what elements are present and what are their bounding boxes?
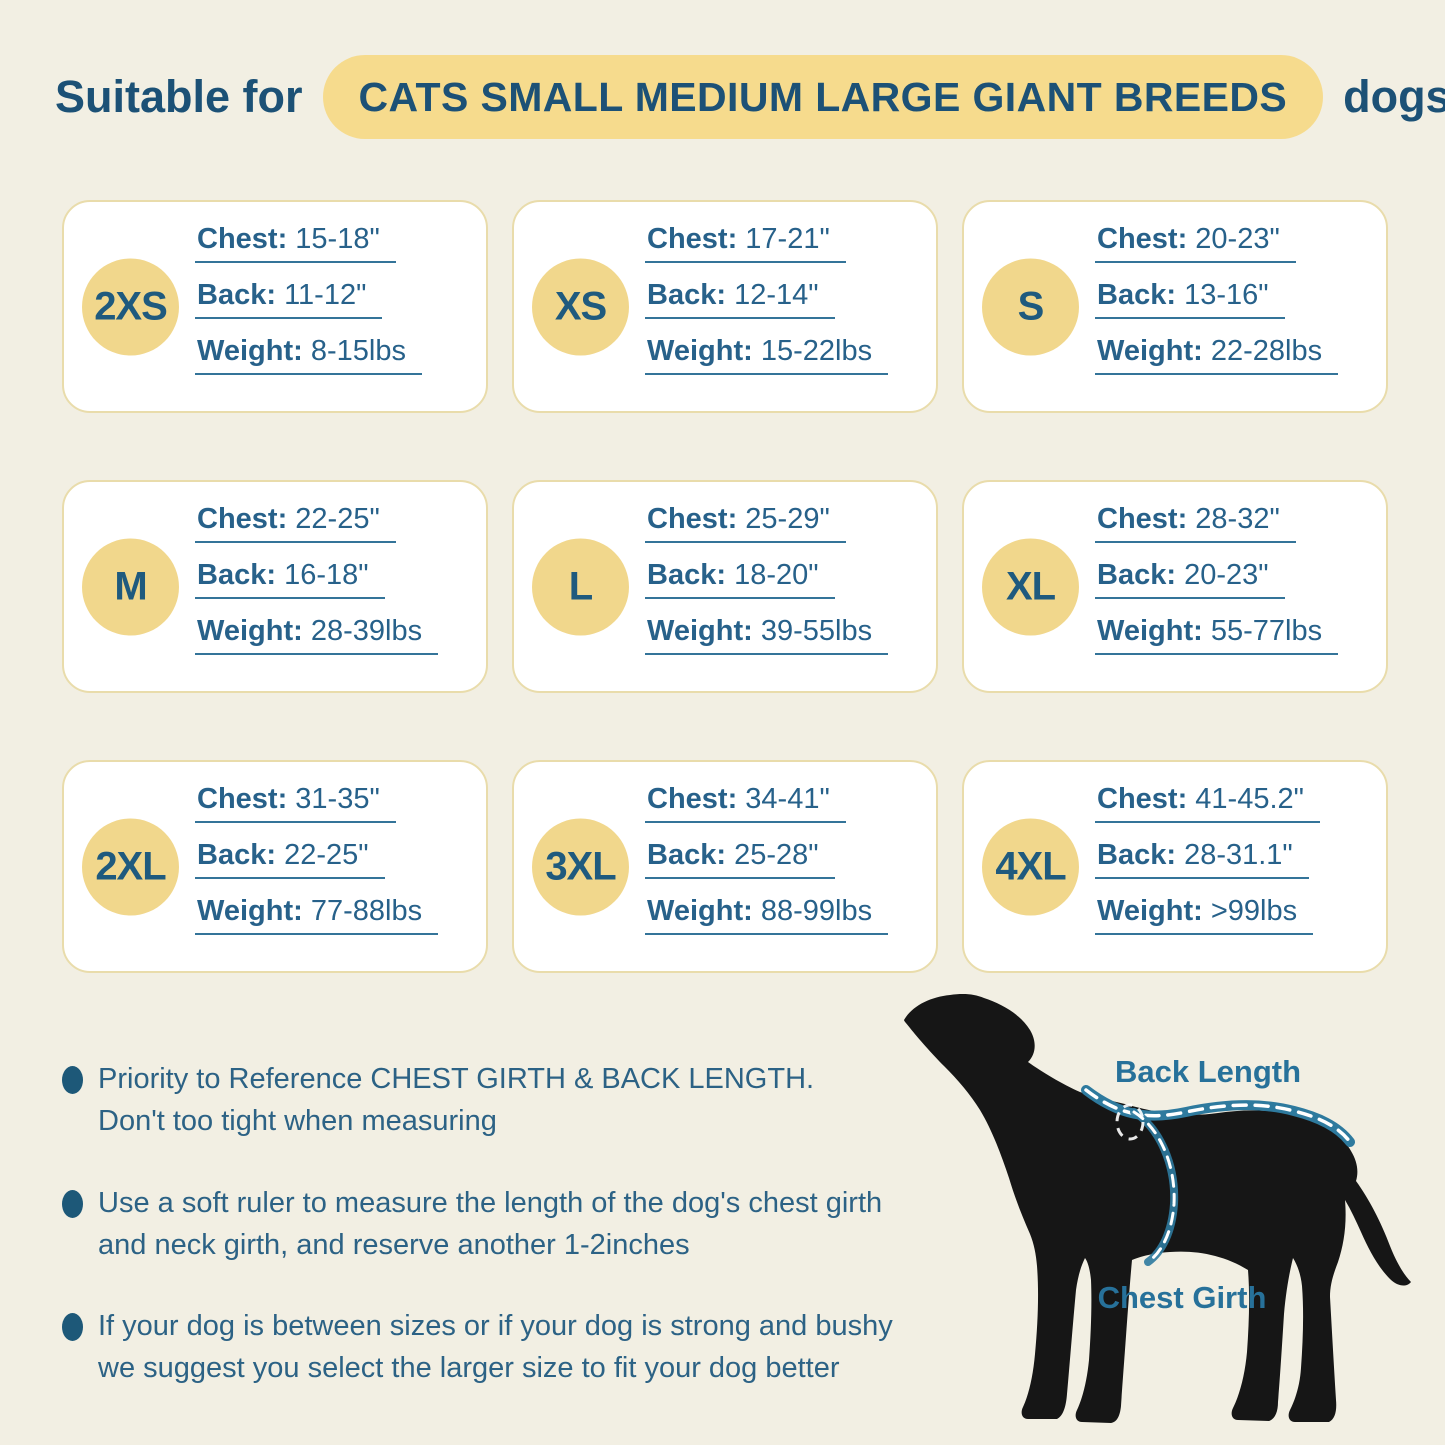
note-measure-priority: Priority to Reference CHEST GIRTH & BACK… bbox=[62, 1058, 814, 1142]
size-card-l: L Chest: 25-29" Back: 18-20" Weight: 39-… bbox=[512, 480, 938, 693]
weight-spec: Weight: 39-55lbs bbox=[645, 615, 889, 655]
dog-measurement-diagram: Back Length Chest Girth bbox=[880, 970, 1445, 1445]
title-highlight-pill: CATS SMALL MEDIUM LARGE GIANT BREEDS bbox=[322, 55, 1324, 139]
weight-spec: Weight: 88-99lbs bbox=[645, 895, 889, 935]
size-label: XL bbox=[1005, 564, 1056, 608]
back-spec: Back: 22-25" bbox=[195, 839, 385, 879]
dog-silhouette bbox=[904, 994, 1411, 1423]
chest-spec: Chest: 31-35" bbox=[195, 783, 396, 823]
chest-girth-line bbox=[1115, 1103, 1179, 1266]
weight-spec: Weight: 22-28lbs bbox=[1095, 335, 1339, 375]
size-card-s: S Chest: 20-23" Back: 13-16" Weight: 22-… bbox=[962, 200, 1388, 413]
back-length-label: Back Length bbox=[1115, 1054, 1301, 1089]
spec-list: Chest: 15-18" Back: 11-12" Weight: 8-15l… bbox=[195, 223, 422, 391]
spec-list: Chest: 31-35" Back: 22-25" Weight: 77-88… bbox=[195, 783, 439, 951]
size-card-3xl: 3XL Chest: 34-41" Back: 25-28" Weight: 8… bbox=[512, 760, 938, 973]
size-label: XS bbox=[554, 284, 607, 328]
spec-list: Chest: 17-21" Back: 12-14" Weight: 15-22… bbox=[645, 223, 889, 391]
chest-spec: Chest: 17-21" bbox=[645, 223, 846, 263]
chest-spec: Chest: 34-41" bbox=[645, 783, 846, 823]
bullet-icon bbox=[62, 1190, 83, 1218]
chest-spec: Chest: 41-45.2" bbox=[1095, 783, 1320, 823]
size-badge: 3XL bbox=[532, 818, 629, 915]
spec-list: Chest: 41-45.2" Back: 28-31.1" Weight: >… bbox=[1095, 783, 1320, 951]
chest-girth-label: Chest Girth bbox=[1098, 1280, 1267, 1315]
spec-list: Chest: 20-23" Back: 13-16" Weight: 22-28… bbox=[1095, 223, 1339, 391]
size-label: M bbox=[114, 564, 147, 608]
chest-spec: Chest: 28-32" bbox=[1095, 503, 1296, 543]
chest-spec: Chest: 15-18" bbox=[195, 223, 396, 263]
weight-spec: Weight: 8-15lbs bbox=[195, 335, 422, 375]
chest-spec: Chest: 20-23" bbox=[1095, 223, 1296, 263]
note-line: Use a soft ruler to measure the length o… bbox=[98, 1187, 883, 1219]
weight-spec: Weight: 55-77lbs bbox=[1095, 615, 1339, 655]
size-card-2xs: 2XS Chest: 15-18" Back: 11-12" Weight: 8… bbox=[62, 200, 488, 413]
note-line: and neck girth, and reserve another 1-2i… bbox=[98, 1229, 690, 1261]
note-line: Priority to Reference CHEST GIRTH & BACK… bbox=[98, 1063, 815, 1095]
size-card-xl: XL Chest: 28-32" Back: 20-23" Weight: 55… bbox=[962, 480, 1388, 693]
title-prefix: Suitable for bbox=[55, 71, 303, 122]
note-line: If your dog is between sizes or if your … bbox=[98, 1310, 893, 1342]
size-badge: XS bbox=[532, 258, 629, 355]
size-card-xs: XS Chest: 17-21" Back: 12-14" Weight: 15… bbox=[512, 200, 938, 413]
note-between-sizes: If your dog is between sizes or if your … bbox=[62, 1305, 893, 1389]
size-card-m: M Chest: 22-25" Back: 16-18" Weight: 28-… bbox=[62, 480, 488, 693]
size-card-2xl: 2XL Chest: 31-35" Back: 22-25" Weight: 7… bbox=[62, 760, 488, 973]
size-label: 3XL bbox=[545, 844, 616, 888]
back-spec: Back: 11-12" bbox=[195, 279, 383, 319]
title-suffix: dogs bbox=[1343, 71, 1445, 122]
page-title: Suitable for CATS SMALL MEDIUM LARGE GIA… bbox=[55, 55, 1445, 139]
size-badge: 4XL bbox=[982, 818, 1079, 915]
size-badge: XL bbox=[982, 538, 1079, 635]
note-line: Don't too tight when measuring bbox=[98, 1105, 497, 1137]
back-spec: Back: 12-14" bbox=[645, 279, 835, 319]
size-badge: L bbox=[532, 538, 629, 635]
note-line: we suggest you select the larger size to… bbox=[98, 1352, 840, 1384]
chest-spec: Chest: 22-25" bbox=[195, 503, 396, 543]
size-label: 2XS bbox=[94, 284, 168, 328]
back-spec: Back: 28-31.1" bbox=[1095, 839, 1309, 879]
size-label: 4XL bbox=[995, 844, 1066, 888]
size-badge: M bbox=[82, 538, 179, 635]
size-badge: 2XS bbox=[82, 258, 179, 355]
weight-spec: Weight: 28-39lbs bbox=[195, 615, 439, 655]
spec-list: Chest: 28-32" Back: 20-23" Weight: 55-77… bbox=[1095, 503, 1339, 671]
note-soft-ruler: Use a soft ruler to measure the length o… bbox=[62, 1182, 882, 1266]
size-badge: S bbox=[982, 258, 1079, 355]
back-spec: Back: 25-28" bbox=[645, 839, 835, 879]
weight-spec: Weight: 77-88lbs bbox=[195, 895, 439, 935]
back-spec: Back: 20-23" bbox=[1095, 559, 1285, 599]
back-spec: Back: 16-18" bbox=[195, 559, 385, 599]
bullet-icon bbox=[62, 1313, 83, 1341]
weight-spec: Weight: 15-22lbs bbox=[645, 335, 889, 375]
size-badge: 2XL bbox=[82, 818, 179, 915]
spec-list: Chest: 34-41" Back: 25-28" Weight: 88-99… bbox=[645, 783, 889, 951]
spec-list: Chest: 25-29" Back: 18-20" Weight: 39-55… bbox=[645, 503, 889, 671]
spec-list: Chest: 22-25" Back: 16-18" Weight: 28-39… bbox=[195, 503, 439, 671]
back-spec: Back: 13-16" bbox=[1095, 279, 1285, 319]
size-label: 2XL bbox=[95, 844, 166, 888]
size-label: S bbox=[1017, 284, 1045, 328]
chest-spec: Chest: 25-29" bbox=[645, 503, 846, 543]
back-spec: Back: 18-20" bbox=[645, 559, 835, 599]
weight-spec: Weight: >99lbs bbox=[1095, 895, 1314, 935]
size-label: L bbox=[568, 564, 593, 608]
size-card-4xl: 4XL Chest: 41-45.2" Back: 28-31.1" Weigh… bbox=[962, 760, 1388, 973]
bullet-icon bbox=[62, 1066, 83, 1094]
